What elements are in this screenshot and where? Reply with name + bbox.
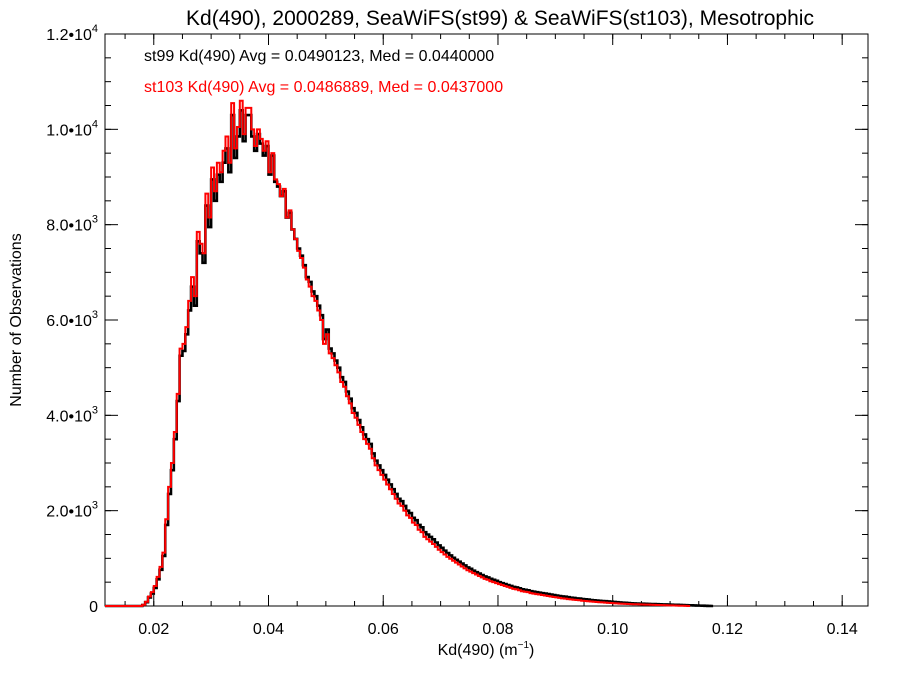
- y-tick-exponent: 4: [92, 118, 98, 130]
- x-axis-label-sup: −1: [518, 640, 530, 651]
- annotation-0: st99 Kd(490) Avg = 0.0490123, Med = 0.04…: [144, 48, 494, 65]
- y-tick-mantissa: 1.2•10: [46, 27, 92, 44]
- x-tick-label: 0.04: [253, 621, 284, 638]
- y-tick-mantissa: 8.0•10: [46, 218, 92, 235]
- y-tick-label: 4.0•103: [46, 404, 98, 425]
- y-tick-label: 1.0•104: [46, 118, 98, 139]
- y-tick-mantissa: 0: [89, 599, 98, 616]
- y-tick-label: 1.2•104: [46, 23, 98, 44]
- chart-title: Kd(490), 2000289, SeaWiFS(st99) & SeaWiF…: [186, 7, 814, 30]
- series-line-1: [105, 99, 691, 607]
- y-tick-mantissa: 6.0•10: [46, 313, 92, 330]
- y-tick-exponent: 4: [92, 23, 98, 35]
- y-tick-exponent: 3: [92, 309, 98, 321]
- y-tick-mantissa: 1.0•10: [46, 122, 92, 139]
- x-axis-label-close: ): [529, 642, 534, 659]
- annotation-1: st103 Kd(490) Avg = 0.0486889, Med = 0.0…: [144, 79, 503, 96]
- y-tick-label: 8.0•103: [46, 214, 98, 235]
- y-tick-label: 0: [89, 599, 98, 616]
- x-tick-label: 0.06: [368, 621, 399, 638]
- y-axis-label: Number of Observations: [8, 233, 25, 406]
- plot-frame: [104, 33, 869, 607]
- x-tick-label: 0.12: [712, 621, 743, 638]
- axis-ticks: 0.02 0.04 0.06 0.08 0.10 0.12 0.1402.0•1034.0•…: [46, 23, 868, 638]
- y-tick-exponent: 3: [92, 214, 98, 226]
- y-tick-exponent: 3: [92, 404, 98, 416]
- x-tick-label: 0.02: [138, 621, 169, 638]
- y-tick-label: 2.0•103: [46, 500, 98, 521]
- x-axis-label: Kd(490) (m−1): [438, 640, 535, 659]
- annotations: st99 Kd(490) Avg = 0.0490123, Med = 0.04…: [144, 48, 503, 96]
- y-tick-label: 6.0•103: [46, 309, 98, 330]
- x-tick-label: 0.14: [827, 621, 858, 638]
- series-line-0: [105, 108, 714, 608]
- series-layer: [105, 99, 714, 608]
- x-tick-label: 0.08: [482, 621, 513, 638]
- y-tick-exponent: 3: [92, 500, 98, 512]
- x-axis-label-main: Kd(490) (m: [438, 642, 518, 659]
- x-tick-label: 0.10: [597, 621, 628, 638]
- y-tick-mantissa: 2.0•10: [46, 504, 92, 521]
- y-tick-mantissa: 4.0•10: [46, 408, 92, 425]
